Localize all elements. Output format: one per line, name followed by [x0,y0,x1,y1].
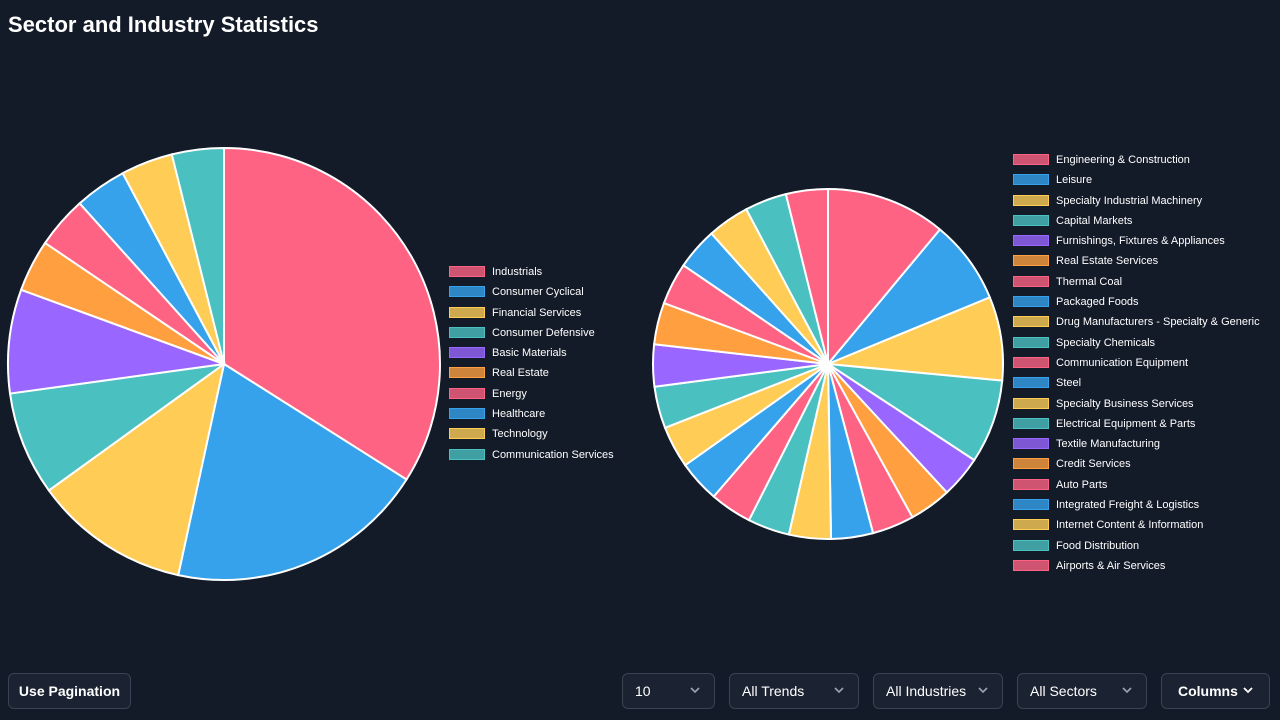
legend-label: Consumer Cyclical [492,286,584,299]
legend-swatch [449,387,485,399]
legend-swatch [1013,255,1049,267]
legend-label: Drug Manufacturers - Specialty & Generic [1056,316,1260,329]
chevron-down-icon [690,687,700,694]
legend-swatch [449,448,485,460]
legend-swatch [1013,235,1049,247]
pie-slice-consumer-cyclical[interactable] [177,362,408,581]
legend-label: Textile Manufacturing [1056,438,1160,451]
legend-swatch [1013,336,1049,348]
legend-swatch [449,266,485,277]
legend-label: Leisure [1056,174,1093,187]
sector-filter-select[interactable]: All Sectors [1017,673,1147,709]
legend-label: Consumer Defensive [492,326,595,339]
trend-filter-select[interactable]: All Trends [729,673,859,709]
legend-swatch [1013,296,1049,308]
use-pagination-label: Use Pagination [18,683,121,699]
columns-label: Columns [1178,683,1238,699]
legend-label: Integrated Freight & Logistics [1056,499,1200,512]
legend-swatch [1013,559,1049,571]
legend-swatch [1013,458,1049,470]
pie-slice-engineering-construction[interactable] [827,187,942,367]
sector-pie-chart [7,146,441,581]
legend-swatch [449,326,485,338]
pie-slice-communication-services[interactable] [170,146,225,365]
chevron-down-icon [1243,687,1253,694]
legend-label: Specialty Industrial Machinery [1056,194,1203,207]
legend-label: Internet Content & Information [1056,519,1204,532]
page-size-value: 10 [635,683,651,699]
chevron-down-icon [978,687,988,694]
pie-slice-consumer-defensive[interactable] [8,363,225,492]
legend-label: Steel [1056,377,1082,390]
sector-filter-value: All Sectors [1030,683,1097,699]
legend-label: Technology [492,428,548,441]
legend-label: Auto Parts [1056,478,1108,491]
legend-label: Industrials [492,266,543,278]
legend-swatch [1013,275,1049,287]
legend-swatch [1013,519,1049,531]
legend-swatch [1013,316,1049,328]
legend-label: Packaged Foods [1056,296,1139,309]
legend-label: Real Estate [492,367,549,380]
legend-label: Specialty Business Services [1056,397,1194,410]
legend-swatch [1013,438,1049,450]
chevron-down-icon [834,687,844,694]
legend-label: Healthcare [492,408,546,421]
legend-swatch [449,306,485,318]
legend-swatch [1013,214,1049,226]
legend-swatch [1013,478,1049,490]
legend-swatch [1013,356,1049,368]
legend-label: Furnishings, Fixtures & Appliances [1056,235,1225,248]
chevron-down-icon [1122,687,1132,694]
pie-slice-industrials[interactable] [223,146,441,481]
legend-label: Capital Markets [1056,214,1133,227]
legend-label: Food Distribution [1056,539,1140,552]
legend-swatch [1013,417,1049,429]
legend-swatch [1013,194,1049,206]
legend-label: Electrical Equipment & Parts [1056,417,1196,430]
industry-filter-value: All Industries [886,683,967,699]
legend-label: Basic Materials [492,347,567,360]
pie-slice-basic-materials[interactable] [7,288,225,395]
legend-label: Specialty Chemicals [1056,336,1156,349]
legend-swatch [449,286,485,298]
columns-button[interactable]: Columns [1161,673,1270,709]
legend-label: Real Estate Services [1056,255,1159,268]
legend-label: Airports & Air Services [1056,559,1166,572]
legend-swatch [1013,174,1049,186]
legend-label: Thermal Coal [1056,275,1123,288]
legend-swatch [449,367,485,379]
legend-swatch [449,428,485,440]
industry-pie-chart [652,187,1004,540]
legend-label: Financial Services [492,306,582,319]
legend-swatch [1013,397,1049,409]
pie-slice-financial-services[interactable] [47,361,226,577]
trend-filter-value: All Trends [742,683,805,699]
legend-swatch [1013,377,1049,389]
page-size-select[interactable]: 10 [622,673,715,709]
legend-swatch [1013,539,1049,551]
legend-swatch [449,347,485,359]
pie-slice-airports-air-services[interactable] [784,187,829,365]
legend-label: Communication Services [492,448,614,461]
legend-label: Communication Equipment [1056,356,1189,369]
legend-swatch [1013,154,1049,165]
industry-filter-select[interactable]: All Industries [873,673,1003,709]
legend-swatch [1013,499,1049,511]
legend-swatch [449,408,485,420]
use-pagination-button[interactable]: Use Pagination [8,673,131,709]
legend-label: Credit Services [1056,458,1131,471]
legend-label: Engineering & Construction [1056,154,1190,166]
legend-label: Energy [492,387,527,400]
page-title: Sector and Industry Statistics [8,12,319,37]
